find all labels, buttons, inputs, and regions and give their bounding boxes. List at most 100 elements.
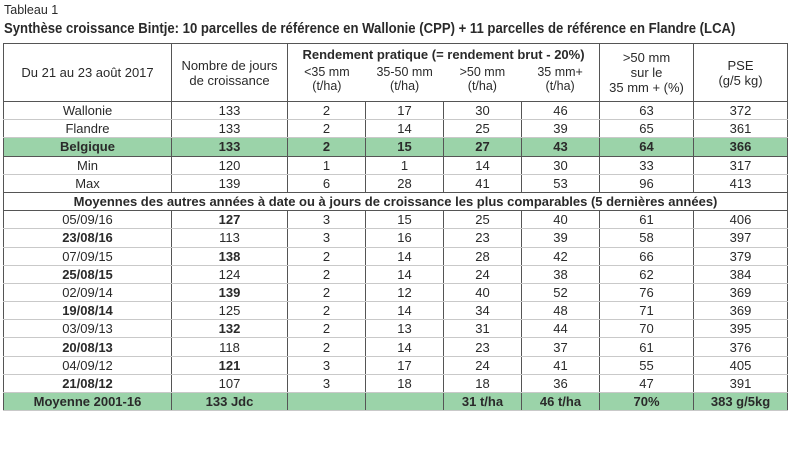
table-cell: 138 <box>171 247 288 266</box>
table-cell: 70% <box>599 391 695 412</box>
table-cell: 139 <box>171 283 288 303</box>
table-cell: 405 <box>693 356 789 375</box>
sub-unit: (t/ha) <box>312 79 342 93</box>
header-days-line: de croissance <box>189 72 270 88</box>
table-cell: 31 t/ha <box>443 391 522 412</box>
table-cell: 21/08/12 <box>3 374 172 394</box>
sub-label: <35 mm <box>304 65 350 79</box>
table-cell: 64 <box>599 137 695 157</box>
table-row: 23/08/16 113 3 16 23 39 58 397 <box>3 228 789 248</box>
table-cell: 76 <box>599 283 695 303</box>
table-cell: 2 <box>287 283 366 303</box>
table-cell: 12 <box>365 283 444 303</box>
table-cell: 55 <box>599 356 695 375</box>
table-cell: 25 <box>443 119 522 139</box>
table-cell: 48 <box>520 301 601 321</box>
header-pct: >50 mm sur le 35 mm + (%) <box>599 43 695 102</box>
table-cell: 53 <box>520 174 601 193</box>
table-cell: 3 <box>287 374 366 394</box>
section-title: Moyennes des autres années à date ou à j… <box>2 192 789 212</box>
table-cell: 31 <box>443 319 522 339</box>
table-cell: 33 <box>599 156 695 175</box>
table-cell: 384 <box>693 265 789 284</box>
table-cell: 28 <box>443 247 522 266</box>
table-row: Min 120 1 1 14 30 33 317 <box>3 156 789 175</box>
table-cell: 133 <box>171 137 288 157</box>
table-cell: 27 <box>443 137 522 157</box>
table-cell: Flandre <box>3 119 172 139</box>
table-cell: 18 <box>365 374 444 394</box>
table-cell: 14 <box>443 156 522 175</box>
table-cell: 395 <box>693 319 789 339</box>
header-yield-sub: >50 mm (t/ha) <box>444 65 522 93</box>
header-yield-sub: 35-50 mm (t/ha) <box>366 65 444 93</box>
table-cell: 6 <box>287 174 366 193</box>
table-cell: 113 <box>171 228 288 248</box>
table-cell: 120 <box>171 156 288 175</box>
table-row: 21/08/12 107 3 18 18 36 47 391 <box>3 374 789 394</box>
sub-label: 35 mm+ <box>537 65 583 79</box>
table-cell: 383 g/5kg <box>693 391 789 412</box>
table-cell: 361 <box>693 119 789 139</box>
table-cell: 1 <box>287 156 366 175</box>
table-cell: Max <box>3 174 172 193</box>
table-cell: 14 <box>365 265 444 284</box>
table-cell: 46 <box>520 101 601 121</box>
table-cell: 127 <box>171 210 288 230</box>
table-cell: 39 <box>520 228 601 248</box>
table-cell: 121 <box>171 356 288 375</box>
header-yield: Rendement pratique (= rendement brut - 2… <box>286 43 601 102</box>
table-cell: 13 <box>365 319 444 339</box>
section-row: Moyennes des autres années à date ou à j… <box>2 192 789 212</box>
table-cell: 406 <box>693 210 789 230</box>
table-cell: 38 <box>520 265 601 284</box>
table-cell: 23 <box>443 337 522 357</box>
table-tag: Tableau 1 <box>4 3 59 17</box>
table-cell: 42 <box>520 247 601 266</box>
table-cell: 139 <box>171 174 288 193</box>
table-cell: 366 <box>693 137 789 157</box>
table-cell: 133 <box>171 119 288 139</box>
header-date: Du 21 au 23 août 2017 <box>3 43 172 102</box>
table-cell: 2 <box>287 119 366 139</box>
table-body: Wallonie 133 2 17 30 46 63 372 Flandre 133 2 14 25 39… <box>2 101 789 412</box>
sub-unit: (t/ha) <box>545 79 575 93</box>
table-cell: 04/09/12 <box>3 356 172 375</box>
table-cell: 16 <box>365 228 444 248</box>
header-yield-sub: 35 mm+ (t/ha) <box>521 65 598 93</box>
table-cell: 379 <box>693 247 789 266</box>
table-cell: 17 <box>365 101 444 121</box>
table-cell: 43 <box>520 137 601 157</box>
table-cell: 17 <box>365 356 444 375</box>
header-pse-line: (g/5 kg) <box>718 72 763 88</box>
table-row: Belgique 133 2 15 27 43 64 366 <box>3 137 789 157</box>
table-cell: 40 <box>520 210 601 230</box>
table-cell: 03/09/13 <box>3 319 172 339</box>
table-cell: 62 <box>599 265 695 284</box>
table-cell: 24 <box>443 265 522 284</box>
table-cell: 372 <box>693 101 789 121</box>
header-pse: PSE (g/5 kg) <box>693 43 789 102</box>
table-cell: 369 <box>693 301 789 321</box>
table-cell: 19/08/14 <box>3 301 172 321</box>
table-cell: 61 <box>599 210 695 230</box>
table-cell: 61 <box>599 337 695 357</box>
table-cell: 96 <box>599 174 695 193</box>
table-cell <box>287 391 366 412</box>
table-row: 20/08/13 118 2 14 23 37 61 376 <box>3 337 789 357</box>
header-days: Nombre de jours de croissance <box>171 43 288 102</box>
table-cell: 30 <box>520 156 601 175</box>
header-yield-title: Rendement pratique (= rendement brut - 2… <box>302 47 585 62</box>
growth-table: Du 21 au 23 août 2017 Nombre de jours de… <box>2 43 789 412</box>
table-cell: 107 <box>171 374 288 394</box>
table-cell: 133 <box>171 101 288 121</box>
table-cell: 2 <box>287 247 366 266</box>
table-cell: 3 <box>287 228 366 248</box>
table-title: Synthèse croissance Bintje: 10 parcelles… <box>4 21 736 37</box>
table-cell: 3 <box>287 210 366 230</box>
table-cell: 41 <box>520 356 601 375</box>
table-cell: 07/09/15 <box>3 247 172 266</box>
table-row: Moyenne 2001-16 133 Jdc 31 t/ha 46 t/ha 70% 3… <box>3 391 789 412</box>
header-pct-line: >50 mm <box>622 50 671 65</box>
table-cell: 15 <box>365 137 444 157</box>
